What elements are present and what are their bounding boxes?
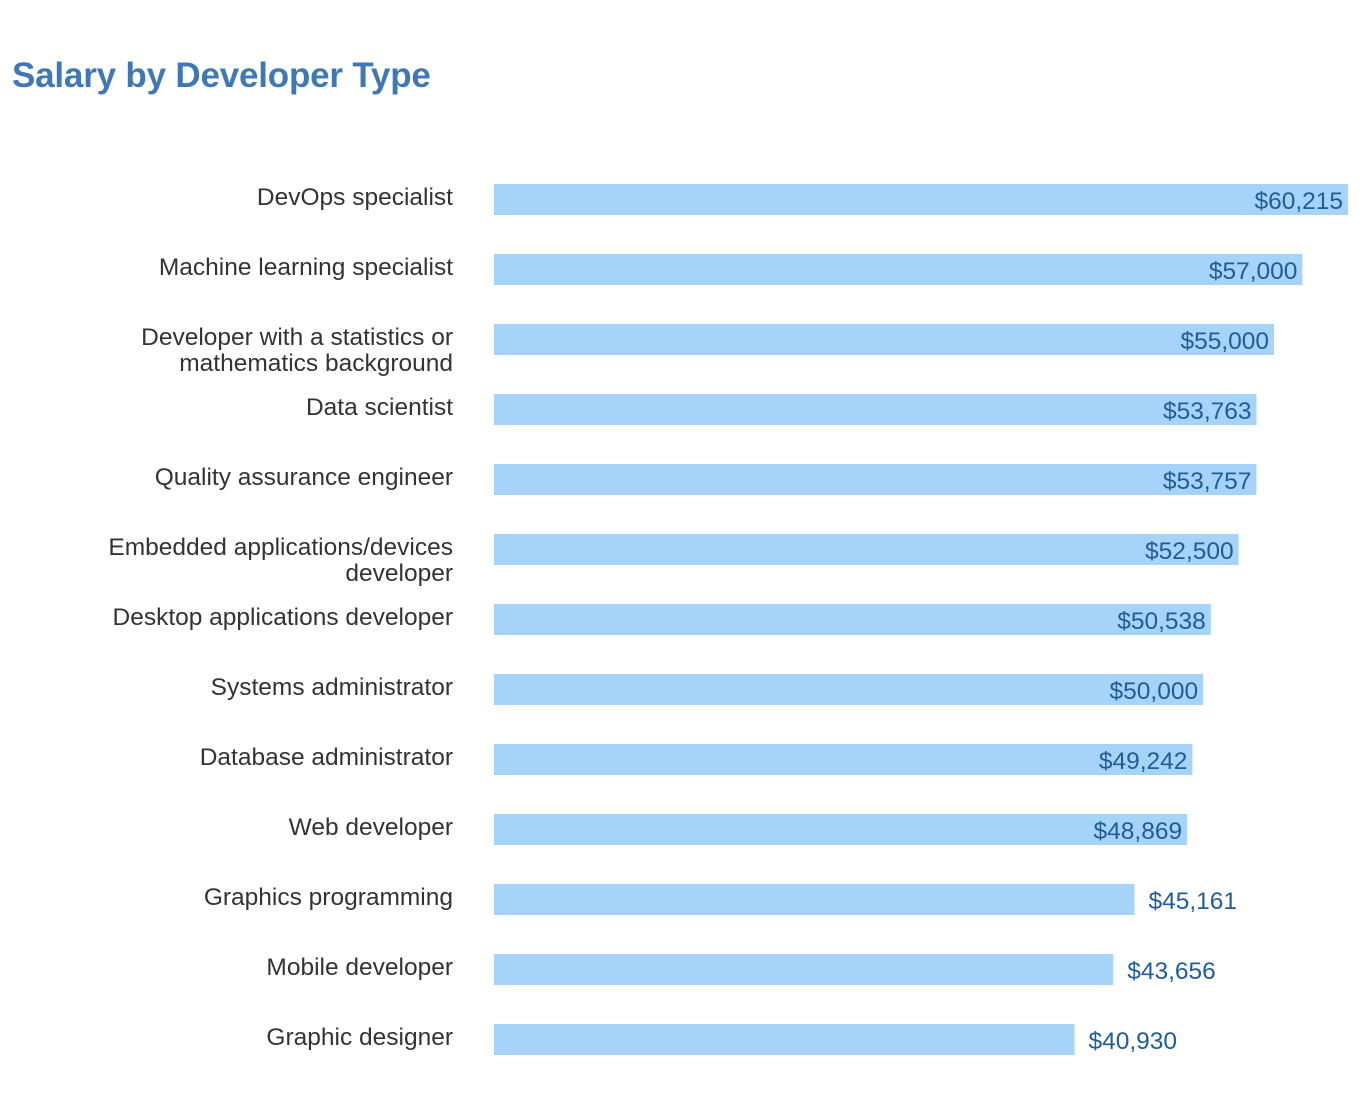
bar [494, 324, 1274, 355]
category-label-line: Machine learning specialist [159, 254, 453, 281]
bar-value-label: $43,656 [1127, 958, 1216, 985]
category-label-line: Database administrator [200, 744, 453, 771]
category-label: Data scientist [306, 394, 453, 421]
bar-value-label: $53,763 [1163, 398, 1252, 425]
category-label: Graphic designer [266, 1024, 453, 1051]
category-label: Quality assurance engineer [155, 464, 453, 491]
category-label: Systems administrator [211, 674, 453, 701]
bar-value-label: $50,538 [1117, 608, 1206, 635]
bar [494, 1024, 1075, 1055]
category-label: Database administrator [200, 744, 453, 771]
bar [494, 604, 1211, 635]
bar [494, 674, 1204, 705]
category-label-line: Mobile developer [266, 954, 453, 981]
category-label: Developer with a statistics or mathematic… [141, 324, 453, 377]
category-label: Embedded applications/devices developer [108, 534, 453, 587]
bar-value-label: $55,000 [1180, 328, 1269, 355]
bar [494, 814, 1188, 845]
bar [494, 534, 1239, 565]
bar-value-label: $50,000 [1110, 678, 1199, 705]
bar-value-label: $53,757 [1163, 468, 1252, 495]
bar [494, 464, 1257, 495]
category-label: DevOps specialist [257, 184, 453, 211]
bar-value-label: $40,930 [1089, 1028, 1178, 1055]
category-label-line: Embedded applications/devices [108, 534, 453, 561]
bar-value-label: $48,869 [1094, 818, 1183, 845]
category-label-line: DevOps specialist [257, 184, 453, 211]
category-label: Graphics programming [204, 884, 453, 911]
category-label-line: Developer with a statistics or [141, 324, 453, 351]
bar-value-label: $60,215 [1254, 188, 1343, 215]
bar-value-label: $52,500 [1145, 538, 1234, 565]
bar [494, 254, 1303, 285]
bar-value-label: $49,242 [1099, 748, 1188, 775]
category-label: Web developer [289, 814, 453, 841]
bar [494, 744, 1193, 775]
bar [494, 394, 1257, 425]
category-label: Machine learning specialist [159, 254, 453, 281]
category-label-line: Systems administrator [211, 674, 453, 701]
bar-value-label: $45,161 [1149, 888, 1238, 915]
category-label-line: Web developer [289, 814, 453, 841]
bar [494, 884, 1135, 915]
category-label-line: Desktop applications developer [113, 604, 454, 631]
category-label: Desktop applications developer [113, 604, 454, 631]
category-label-line: Quality assurance engineer [155, 464, 453, 491]
category-label-line: Graphic designer [266, 1024, 453, 1051]
category-label-line: developer [345, 560, 453, 587]
category-label: Mobile developer [266, 954, 453, 981]
category-label-line: Graphics programming [204, 884, 453, 911]
chart-title: Salary by Developer Type [12, 56, 431, 95]
bar-value-label: $57,000 [1209, 258, 1298, 285]
category-label-line: mathematics background [179, 350, 453, 377]
category-label-line: Data scientist [306, 394, 453, 421]
bar [494, 184, 1348, 215]
bar [494, 954, 1114, 985]
